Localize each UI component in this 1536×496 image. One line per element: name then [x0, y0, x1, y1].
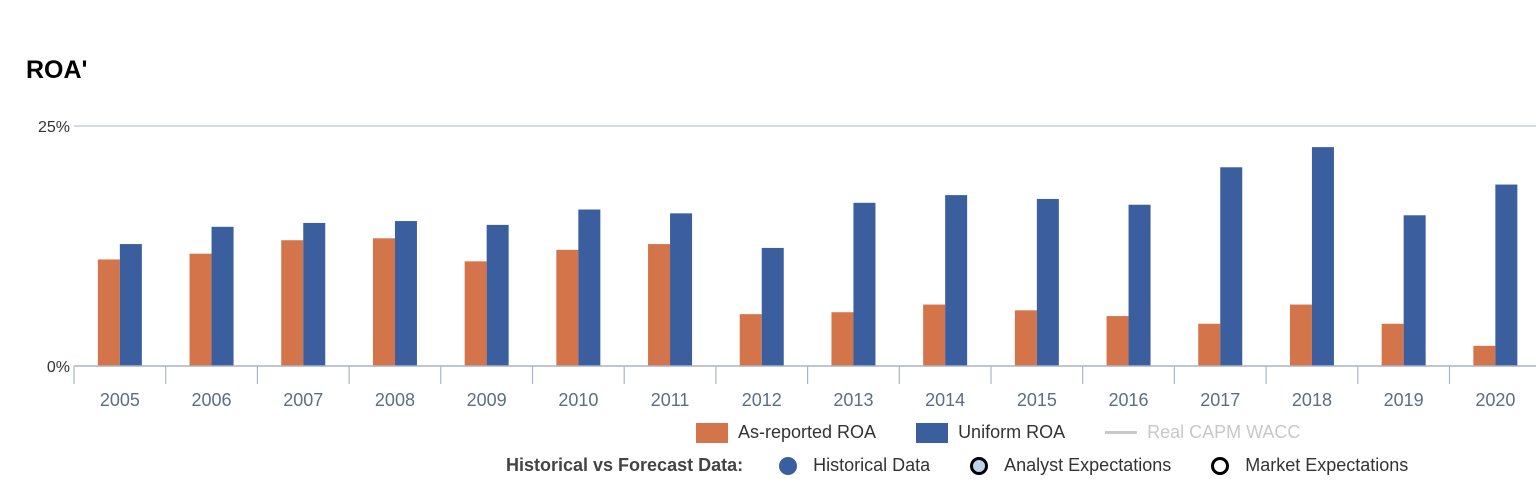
x-tick-label-2019: 2019	[1384, 390, 1424, 410]
x-tick-label-2006: 2006	[192, 390, 232, 410]
x-tick-label-2005: 2005	[100, 390, 140, 410]
as-reported-roa-swatch-icon	[696, 422, 728, 443]
real-capm-wacc-line-icon	[1105, 431, 1138, 434]
legend-item-as-reported-roa[interactable]: As-reported ROA	[696, 422, 876, 443]
bar-as-reported-roa-2019	[1381, 323, 1404, 366]
legend-label-historical-data: Historical Data	[813, 455, 931, 475]
x-tick-label-2013: 2013	[833, 390, 873, 410]
bar-uniform-roa-2018	[1311, 147, 1334, 366]
x-tick-label-2016: 2016	[1109, 390, 1149, 410]
x-tick-label-2008: 2008	[375, 390, 415, 410]
bar-as-reported-roa-2012	[739, 314, 762, 366]
bar-uniform-roa-2012	[761, 247, 784, 366]
y-tick-label: 25%	[38, 119, 70, 136]
bar-as-reported-roa-2011	[648, 244, 671, 366]
bar-as-reported-roa-2007	[281, 240, 304, 366]
bar-uniform-roa-2009	[486, 224, 509, 366]
bar-uniform-roa-2005	[119, 244, 142, 366]
legend-item-uniform-roa[interactable]: Uniform ROA	[916, 422, 1065, 443]
bar-as-reported-roa-2015	[1014, 310, 1037, 366]
bar-as-reported-roa-2016	[1106, 316, 1129, 366]
forecast-legend-title: Historical vs Forecast Data:	[506, 455, 744, 475]
legend-item-market-expectations[interactable]: Market Expectations	[1211, 455, 1408, 476]
x-tick-label-2007: 2007	[283, 390, 323, 410]
x-tick-label-2009: 2009	[467, 390, 507, 410]
bar-as-reported-roa-2018	[1289, 304, 1312, 366]
bar-uniform-roa-2011	[670, 213, 693, 366]
market-expectations-dot-icon	[1211, 456, 1230, 475]
bar-uniform-roa-2007	[303, 222, 326, 366]
x-tick-label-2020: 2020	[1475, 390, 1515, 410]
bar-as-reported-roa-2010	[556, 249, 579, 366]
legend-label-market-expectations: Market Expectations	[1245, 455, 1409, 475]
x-tick-label-2010: 2010	[558, 390, 598, 410]
legend-label-analyst-expectations: Analyst Expectations	[1004, 455, 1172, 475]
bar-as-reported-roa-2014	[923, 304, 946, 366]
legend-item-historical-data[interactable]: Historical Data	[779, 455, 930, 476]
chart-title: ROA'	[26, 56, 88, 84]
bar-as-reported-roa-2006	[189, 253, 212, 366]
y-tick-label: 0%	[47, 359, 70, 376]
bar-uniform-roa-2019	[1403, 215, 1426, 366]
series-legend: As-reported ROA Uniform ROA Real CAPM WA…	[696, 422, 1340, 443]
bar-as-reported-roa-2005	[97, 259, 120, 366]
x-tick-label-2017: 2017	[1200, 390, 1240, 410]
forecast-legend: Historical vs Forecast Data: Historical …	[506, 455, 1408, 476]
bar-as-reported-roa-2020	[1473, 345, 1496, 366]
bar-uniform-roa-2006	[211, 226, 234, 366]
x-tick-label-2014: 2014	[925, 390, 965, 410]
legend-item-analyst-expectations[interactable]: Analyst Expectations	[970, 455, 1171, 476]
bar-as-reported-roa-2008	[372, 238, 395, 366]
legend-label-as-reported-roa: As-reported ROA	[738, 422, 877, 442]
bar-uniform-roa-2017	[1220, 167, 1243, 366]
x-tick-label-2015: 2015	[1017, 390, 1057, 410]
legend-label-real-capm-wacc: Real CAPM WACC	[1147, 422, 1301, 442]
analyst-expectations-dot-icon	[970, 456, 989, 475]
bar-as-reported-roa-2009	[464, 261, 487, 366]
bar-uniform-roa-2010	[578, 209, 601, 366]
historical-data-dot-icon	[779, 456, 798, 475]
x-tick-label-2011: 2011	[651, 390, 690, 410]
bar-uniform-roa-2020	[1495, 184, 1518, 366]
bar-uniform-roa-2008	[394, 221, 417, 366]
x-tick-label-2018: 2018	[1292, 390, 1332, 410]
x-tick-label-2012: 2012	[742, 390, 782, 410]
bar-as-reported-roa-2017	[1198, 323, 1221, 366]
bar-uniform-roa-2014	[945, 195, 968, 366]
legend-label-uniform-roa: Uniform ROA	[958, 422, 1066, 442]
bar-as-reported-roa-2013	[831, 312, 854, 366]
uniform-roa-swatch-icon	[916, 422, 949, 443]
legend-item-real-capm-wacc[interactable]: Real CAPM WACC	[1105, 422, 1300, 443]
bar-uniform-roa-2015	[1036, 198, 1059, 366]
bar-uniform-roa-2013	[853, 202, 876, 366]
bar-uniform-roa-2016	[1128, 204, 1151, 366]
